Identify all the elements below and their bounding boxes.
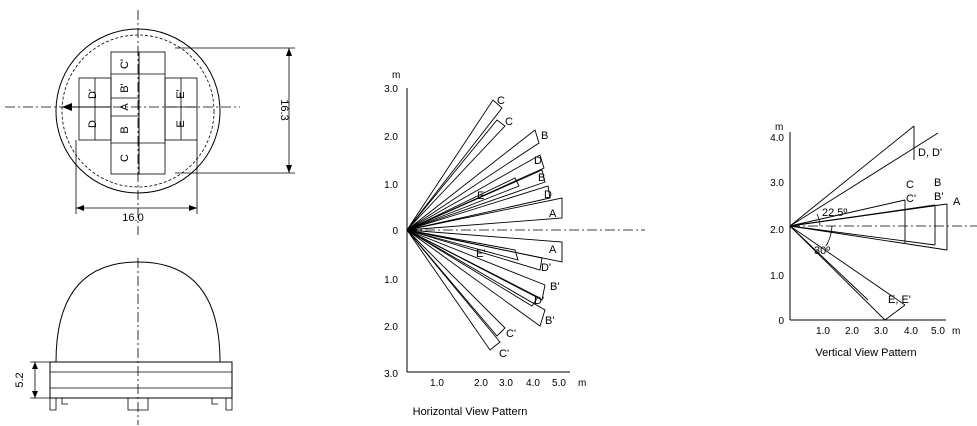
dimension-width-label: 16.0	[122, 212, 143, 224]
segment-label: C	[119, 154, 131, 162]
v-zone-label: B	[934, 177, 941, 189]
dome-outline	[55, 261, 221, 363]
v-x-unit: m	[952, 326, 960, 337]
v-y-tick: 4.0	[770, 133, 784, 144]
h-zone-label: C	[497, 95, 505, 107]
h-detection-beams	[406, 99, 563, 351]
lens-outer-circle	[55, 28, 221, 194]
v-x-tick: 2.0	[845, 326, 859, 337]
h-zone-label: A	[549, 244, 557, 256]
v-y-tick: 3.0	[770, 178, 784, 189]
lower-angle-label: 30º	[814, 245, 830, 257]
v-y-tick: 1.0	[770, 271, 784, 282]
h-x-tick: 2.0	[474, 378, 488, 389]
segment-label: B'	[119, 83, 131, 92]
v-zone-label: C	[906, 179, 914, 191]
h-zone-label: D'	[534, 295, 544, 307]
h-y-tick: 3.0	[384, 84, 398, 95]
segment-label: B	[119, 126, 131, 133]
lens-side-view: 5.2	[14, 258, 233, 425]
segment-label: D'	[87, 89, 99, 99]
h-zone-label: E'	[476, 248, 485, 260]
lens-inner-circle	[61, 34, 215, 188]
dimension-height-label: 16.3	[278, 99, 290, 120]
h-y-tick: 2.0	[384, 322, 398, 333]
v-zone-label: A	[953, 196, 961, 208]
upper-angle-arc	[816, 213, 821, 227]
horizontal-view-pattern: m 3.0 2.0 1.0 0 1.0 2.0 3.0 1.0 2.0 3.0 …	[384, 70, 645, 418]
h-zone-label: B	[538, 172, 545, 184]
v-zone-label: B'	[934, 191, 943, 203]
segment-label: E	[175, 120, 187, 127]
v-y-tick: 0	[778, 316, 784, 327]
h-zone-label: B	[541, 130, 548, 142]
h-y-tick: 2.0	[384, 132, 398, 143]
segment-label: D	[87, 120, 99, 128]
h-zone-label: C'	[499, 348, 509, 360]
dome-base	[49, 361, 233, 399]
vertical-view-pattern: m 4.0 3.0 2.0 1.0 0 1.0 2.0 3.0 4.0 5.0 …	[770, 122, 977, 359]
h-y-tick: 3.0	[384, 369, 398, 380]
direction-arrow-icon	[62, 103, 72, 111]
segment-label: C'	[119, 59, 131, 69]
upper-angle-label: 22.5º	[822, 207, 847, 219]
segment-label: E'	[175, 89, 187, 98]
h-zone-label: C	[505, 116, 513, 128]
v-pattern-caption: Vertical View Pattern	[815, 347, 916, 359]
lower-angle-arc	[825, 225, 833, 247]
v-x-tick: 1.0	[816, 326, 830, 337]
v-x-tick: 4.0	[904, 326, 918, 337]
h-y-tick: 0	[392, 226, 398, 237]
lens-segment-grid	[78, 51, 198, 175]
v-detection-beams	[789, 125, 948, 321]
v-y-tick: 2.0	[770, 225, 784, 236]
v-zone-label: E, E'	[888, 294, 911, 306]
v-x-tick: 5.0	[931, 326, 945, 337]
h-x-tick: 4.0	[526, 378, 540, 389]
height-dimension: 16.3	[175, 47, 295, 174]
h-zone-label: A	[549, 208, 557, 220]
segment-label: A	[119, 103, 131, 111]
h-zone-label: B'	[550, 281, 559, 293]
h-pattern-caption: Horizontal View Pattern	[413, 406, 528, 418]
h-y-unit: m	[392, 70, 400, 81]
h-x-tick: 1.0	[430, 378, 444, 389]
v-zone-label: C'	[906, 193, 916, 205]
h-y-tick: 1.0	[384, 275, 398, 286]
dimension-base-height-label: 5.2	[14, 372, 26, 387]
h-zone-label: D'	[541, 262, 551, 274]
v-y-unit: m	[775, 122, 783, 133]
lens-top-view: C' B' A B C D' D E' E 16.3 16.0	[5, 10, 295, 235]
v-x-tick: 3.0	[874, 326, 888, 337]
v-zone-label: D, D'	[918, 147, 942, 159]
h-zone-label: C'	[506, 328, 516, 340]
h-x-unit: m	[578, 378, 586, 389]
width-dimension: 16.0	[75, 140, 198, 224]
h-zone-label: D	[534, 155, 542, 167]
h-x-tick: 3.0	[499, 378, 513, 389]
h-zone-label: D	[544, 189, 552, 201]
h-zone-label: E	[477, 190, 484, 202]
h-zone-label: B'	[545, 315, 554, 327]
h-y-tick: 1.0	[384, 180, 398, 191]
h-x-tick: 5.0	[552, 378, 566, 389]
